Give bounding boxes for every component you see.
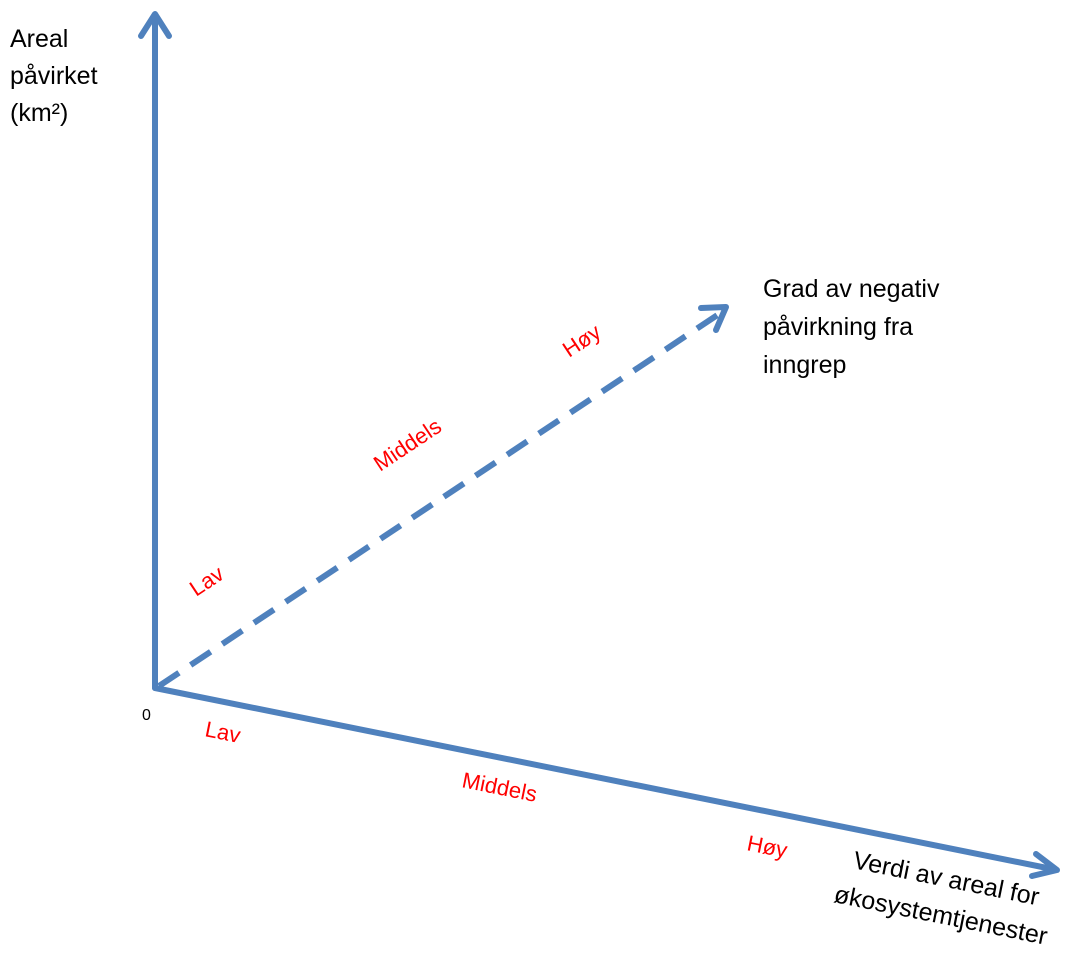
origin-label: 0: [142, 707, 151, 724]
vertical-axis-title: Areal påvirket (km²): [10, 25, 105, 127]
diagonal-axis-title-line-3: inngrep: [763, 351, 846, 379]
horizontal-axis-line: [152, 685, 1055, 872]
diagonal-axis-title-line-2: påvirkning fra: [763, 313, 913, 341]
diagonal-axis-title: Grad av negativ påvirkning fra inngrep: [763, 275, 946, 379]
horizontal-axis-title: Verdi av areal for økosystemtjenester: [832, 844, 1057, 951]
vertical-axis-arrowhead: [138, 11, 172, 39]
diagonal-level-hoy: Høy: [558, 319, 605, 362]
vertical-axis-title-line-1: Areal: [10, 25, 68, 53]
horizontal-axis-arrowhead: [1029, 851, 1060, 879]
diagonal-level-lav: Lav: [185, 561, 228, 601]
horizontal-axis: [152, 685, 1060, 879]
diagonal-axis: [157, 304, 729, 689]
diagonal-level-middels: Middels: [369, 413, 446, 476]
vertical-axis-title-line-3: (km²): [10, 99, 68, 127]
horizontal-level-middels: Middels: [460, 767, 539, 806]
horizontal-level-hoy: Høy: [745, 830, 789, 862]
diagonal-axis-title-line-1: Grad av negativ: [763, 275, 940, 303]
diagonal-axis-line: [157, 309, 724, 689]
horizontal-level-lav: Lav: [203, 716, 243, 748]
vertical-axis-title-line-2: påvirket: [10, 62, 98, 90]
vertical-axis: [138, 11, 172, 691]
diagonal-axis-arrowhead: [698, 304, 729, 333]
